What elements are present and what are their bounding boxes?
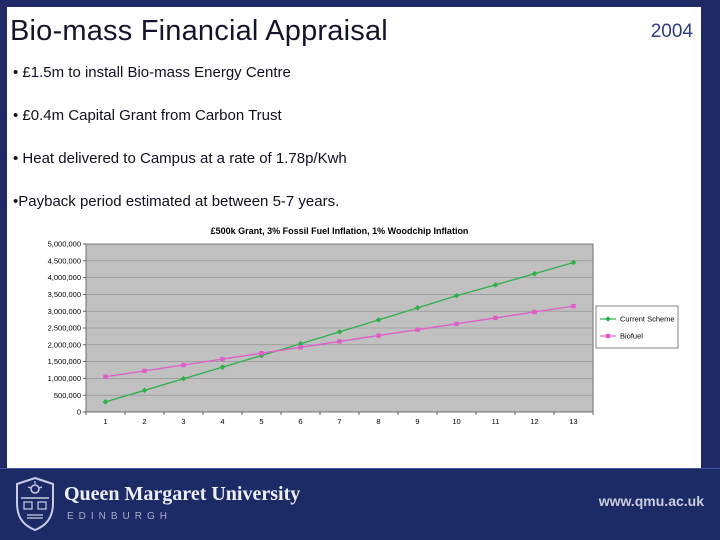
y-tick-label: 3,000,000: [48, 307, 81, 316]
page-title: Bio-mass Financial Appraisal: [10, 15, 388, 47]
data-point-marker: [220, 356, 225, 362]
y-tick-label: 500,000: [54, 391, 81, 400]
data-point-marker: [375, 317, 382, 323]
x-tick-label: 10: [452, 417, 460, 426]
y-tick-label: 4,500,000: [48, 256, 81, 265]
x-tick-label: 2: [142, 417, 146, 426]
financial-chart: 0 500,000 1,000,000 1,500,000 2,000,000 2,500…: [28, 220, 680, 448]
data-point-marker: [376, 333, 381, 338]
y-tick-label: 2,500,000: [48, 324, 81, 333]
year-label: 2004: [650, 21, 693, 42]
legend-label: Current Scheme: [620, 315, 675, 324]
data-point-marker: [493, 315, 498, 321]
bullet-item: • £1.5m to install Bio-mass Energy Centr…: [13, 64, 291, 81]
x-tick-label: 1: [103, 417, 107, 426]
y-tick-label: 5,000,000: [48, 240, 81, 249]
x-tick-label: 7: [337, 417, 341, 426]
data-point-marker: [181, 362, 186, 368]
x-tick-label: 5: [259, 417, 263, 426]
data-point-marker: [102, 399, 109, 405]
data-point-marker: [337, 339, 342, 344]
data-point-marker: [532, 309, 537, 315]
data-point-marker: [297, 340, 304, 347]
data-point-marker: [219, 364, 226, 370]
y-tick-label: 1,000,000: [48, 374, 81, 383]
x-tick-label: 11: [492, 417, 500, 426]
x-tick-label: 8: [376, 417, 380, 426]
data-point-marker: [103, 374, 108, 379]
chart-legend: [595, 305, 679, 349]
legend-label: Biofuel: [620, 332, 643, 341]
data-point-marker: [492, 282, 499, 288]
data-point-marker: [605, 333, 611, 339]
y-tick-label: 0: [77, 408, 81, 417]
bullet-item: •Payback period estimated at between 5-7…: [13, 193, 340, 210]
x-tick-label: 9: [415, 417, 419, 426]
university-name: Queen Margaret University: [64, 483, 301, 505]
y-tick-label: 4,000,000: [48, 273, 81, 282]
website-url: www.qmu.ac.uk: [598, 493, 704, 509]
chart-canvas: 0 500,000 1,000,000 1,500,000 2,000,000 2,500…: [48, 226, 679, 426]
data-point-marker: [415, 327, 420, 332]
data-point-marker: [298, 345, 303, 350]
slide-content-area: Bio-mass Financial Appraisal 2004 • £1.5…: [7, 7, 701, 468]
footer-bar: Queen Margaret University EDINBURGH www.…: [0, 468, 720, 540]
data-point-marker: [605, 316, 611, 322]
x-tick-label: 4: [220, 417, 224, 426]
y-tick-label: 1,500,000: [48, 357, 81, 366]
data-point-marker: [259, 351, 264, 356]
chart-title: £500k Grant, 3% Fossil Fuel Inflation, 1…: [211, 226, 469, 236]
x-tick-label: 13: [569, 417, 577, 426]
data-point-marker: [571, 303, 576, 309]
bullet-list: • £1.5m to install Bio-mass Energy Centr…: [13, 63, 347, 235]
university-city: EDINBURGH: [67, 511, 173, 522]
x-tick-label: 12: [530, 417, 538, 426]
data-point-marker: [142, 368, 147, 374]
data-point-marker: [141, 387, 148, 394]
data-point-marker: [180, 375, 187, 382]
y-tick-label: 3,500,000: [48, 290, 81, 299]
data-point-marker: [570, 259, 577, 266]
qmu-crest-icon: [16, 476, 54, 532]
x-tick-label: 6: [298, 417, 302, 426]
data-point-marker: [454, 321, 459, 326]
y-tick-label: 2,000,000: [48, 340, 81, 349]
data-point-marker: [414, 305, 421, 311]
bullet-item: • Heat delivered to Campus at a rate of …: [13, 150, 347, 167]
x-tick-label: 3: [181, 417, 185, 426]
bullet-item: • £0.4m Capital Grant from Carbon Trust: [13, 107, 282, 124]
